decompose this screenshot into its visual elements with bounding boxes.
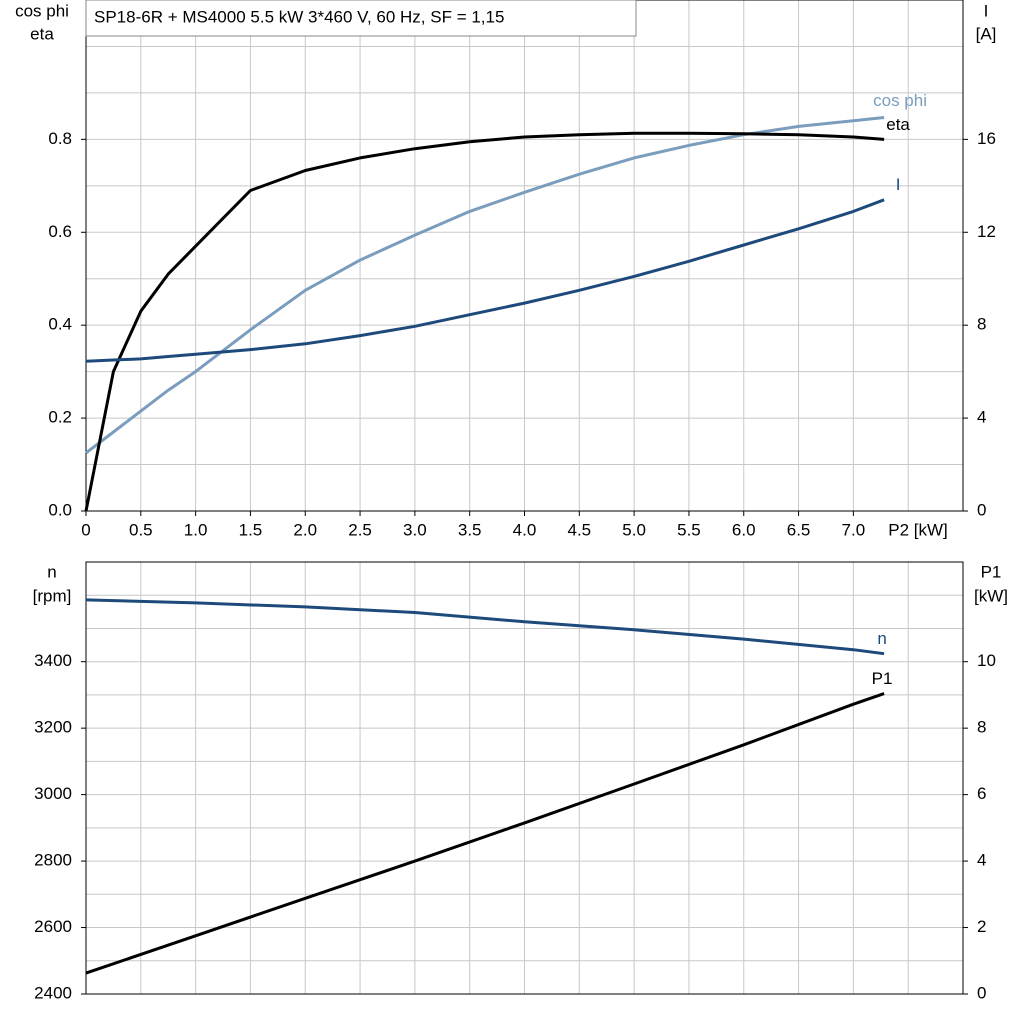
x-tick-label: 4.0 <box>513 520 537 539</box>
series-line <box>85 198 885 363</box>
x-tick-label: 4.5 <box>567 520 591 539</box>
y2-axis-label: [A] <box>976 24 997 43</box>
y-axis-label: cos phi <box>15 1 69 20</box>
x-tick-label: 3.0 <box>403 520 427 539</box>
chart-title: SP18-6R + MS4000 5.5 kW 3*460 V, 60 Hz, … <box>94 7 504 26</box>
x-tick-label: 7.0 <box>842 520 866 539</box>
y2-tick-label: 4 <box>977 408 986 427</box>
x-tick-label: 2.5 <box>348 520 372 539</box>
x-tick-label: 0.5 <box>129 520 153 539</box>
y-tick-label: 2800 <box>34 851 72 870</box>
y-tick-label: 3000 <box>34 784 72 803</box>
y-axis-label: n <box>47 562 56 581</box>
y2-tick-label: 16 <box>977 129 996 148</box>
plot-frame <box>85 561 964 995</box>
y2-tick-label: 12 <box>977 222 996 241</box>
series-label: eta <box>886 115 910 134</box>
series-label: P1 <box>872 669 893 688</box>
y2-tick-label: 0 <box>977 983 986 1002</box>
y2-tick-label: 8 <box>977 718 986 737</box>
y2-tick-label: 10 <box>977 651 996 670</box>
x-tick-label: 1.5 <box>239 520 263 539</box>
y2-tick-label: 0 <box>977 500 986 519</box>
y2-axis-label: [kW] <box>974 586 1008 605</box>
y2-tick-label: 8 <box>977 315 986 334</box>
x-tick-label: 0 <box>81 520 90 539</box>
x-tick-label: 2.0 <box>293 520 317 539</box>
series-label: I <box>896 175 901 194</box>
series-line <box>85 692 885 975</box>
x-axis-label: P2 [kW] <box>888 520 948 539</box>
y2-axis-label: I <box>984 1 989 20</box>
x-tick-label: 6.0 <box>732 520 756 539</box>
y-axis-label: eta <box>30 24 54 43</box>
y-tick-label: 0.2 <box>48 408 72 427</box>
y-tick-label: 2400 <box>34 983 72 1002</box>
x-tick-label: 6.5 <box>787 520 811 539</box>
series-label: n <box>877 629 886 648</box>
x-tick-label: 3.5 <box>458 520 482 539</box>
y2-tick-label: 4 <box>977 851 986 870</box>
y-tick-label: 0.0 <box>48 500 72 519</box>
series-line <box>84 131 885 512</box>
y2-tick-label: 6 <box>977 784 986 803</box>
y-axis-label: [rpm] <box>33 586 72 605</box>
title-box <box>85 0 637 37</box>
y-tick-label: 0.4 <box>48 315 72 334</box>
y-tick-label: 3400 <box>34 651 72 670</box>
x-tick-label: 5.5 <box>677 520 701 539</box>
y-tick-label: 0.6 <box>48 222 72 241</box>
y2-axis-label: P1 <box>981 562 1002 581</box>
y2-tick-label: 2 <box>977 917 986 936</box>
y-tick-label: 3200 <box>34 718 72 737</box>
x-tick-label: 5.0 <box>622 520 646 539</box>
series-line <box>85 598 885 656</box>
x-tick-label: 1.0 <box>184 520 208 539</box>
series-label: cos phi <box>873 91 927 110</box>
y-tick-label: 0.8 <box>48 129 72 148</box>
y-tick-label: 2600 <box>34 917 72 936</box>
